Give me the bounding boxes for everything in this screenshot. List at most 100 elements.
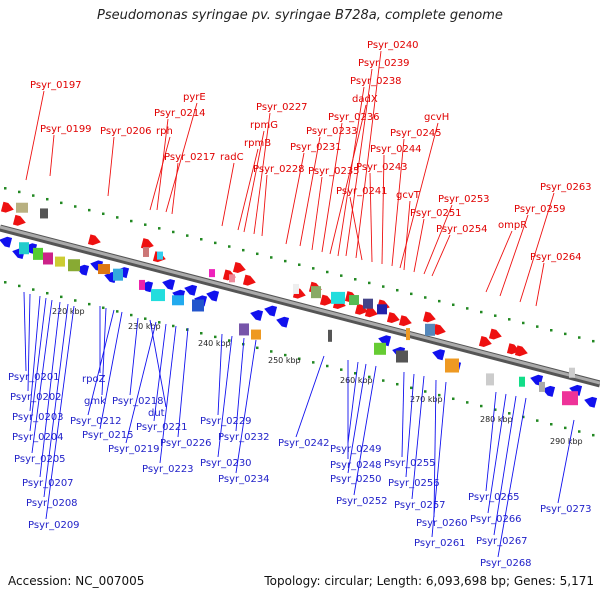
forward-gene-label: Psyr_0241: [336, 186, 388, 197]
track-dot: [592, 339, 595, 343]
forward-gene-label: Psyr_0199: [40, 124, 92, 135]
reverse-gene-label: rpoZ: [82, 374, 106, 385]
track-dot: [312, 267, 315, 270]
feature-box: [113, 268, 123, 281]
forward-gene-arrow: [12, 214, 26, 226]
forward-leader-line: [49, 134, 55, 177]
track-dot: [466, 307, 469, 310]
track-dot: [396, 382, 399, 386]
forward-gene-arrow: [354, 303, 368, 315]
forward-leader-line: [423, 204, 453, 275]
track-dot: [144, 223, 147, 226]
track-dot: [592, 433, 595, 437]
reverse-leader-line: [347, 361, 359, 444]
track-dot: [228, 339, 231, 342]
forward-gene-label: Psyr_0243: [356, 162, 408, 173]
feature-box: [569, 367, 575, 378]
track-dot: [144, 317, 147, 320]
track-dot: [298, 263, 301, 266]
reverse-gene-label: Psyr_0266: [470, 514, 522, 525]
reverse-gene-arrow: [542, 385, 556, 397]
feature-box: [43, 252, 53, 265]
feature-box: [239, 323, 249, 336]
forward-gene-label: Psyr_0228: [253, 164, 305, 175]
track-dot: [32, 194, 35, 197]
forward-gene-arrow: [478, 336, 492, 347]
reverse-gene-arrow: [584, 396, 598, 408]
feature-box: [172, 295, 184, 306]
feature-box: [374, 342, 386, 355]
forward-gene-label: Psyr_0244: [370, 144, 422, 155]
track-dot: [438, 393, 441, 397]
track-dot: [186, 328, 189, 331]
forward-gene-label: Psyr_0231: [290, 142, 342, 153]
track-dot: [382, 285, 385, 288]
feature-box: [425, 323, 435, 336]
forward-leader-line: [499, 214, 529, 297]
forward-gene-label: gcvH: [424, 112, 449, 123]
reverse-leader-line: [405, 373, 415, 478]
forward-leader-line: [311, 176, 323, 251]
reverse-leader-line: [557, 419, 575, 504]
reverse-gene-label: Psyr_0205: [14, 454, 66, 465]
track-dot: [508, 318, 511, 321]
feature-box: [139, 279, 145, 290]
track-dot: [284, 259, 287, 263]
reverse-gene-label: Psyr_0255: [384, 458, 436, 469]
track-dot: [46, 197, 49, 201]
forward-gene-label: Psyr_0253: [438, 194, 490, 205]
forward-gene-label: Psyr_0227: [256, 102, 308, 113]
track-dot: [102, 306, 105, 310]
track-dot: [508, 412, 511, 415]
forward-leader-line: [237, 148, 259, 231]
reverse-gene-label: Psyr_0250: [330, 474, 382, 485]
forward-leader-line: [381, 154, 385, 265]
track-dot: [102, 212, 105, 216]
feature-box: [562, 391, 578, 406]
reverse-leader-line: [235, 339, 257, 474]
scale-tick-label: 240 kbp: [198, 339, 231, 348]
forward-leader-line: [413, 218, 425, 273]
forward-gene-label: Psyr_0238: [350, 76, 402, 87]
forward-gene-label: rpmG: [250, 120, 278, 131]
forward-gene-label: Psyr_0259: [514, 204, 566, 215]
forward-gene-arrow: [432, 324, 446, 335]
track-dot: [494, 408, 497, 411]
forward-leader-line: [355, 50, 382, 259]
track-dot: [410, 292, 413, 296]
track-dot: [46, 291, 49, 295]
reverse-gene-label: Psyr_0202: [10, 392, 62, 403]
track-dot: [158, 227, 161, 230]
reverse-gene-arrow: [264, 305, 278, 317]
reverse-leader-line: [159, 325, 177, 464]
forward-leader-line: [321, 122, 343, 253]
track-dot: [214, 335, 217, 339]
forward-gene-arrow: [422, 311, 436, 323]
reverse-leader-line: [153, 323, 167, 422]
forward-gene-label: Psyr_0251: [410, 208, 462, 219]
feature-box: [486, 373, 494, 386]
track-dot: [4, 187, 7, 190]
track-dot: [172, 230, 175, 234]
track-dot: [550, 423, 553, 426]
feature-box: [539, 381, 545, 392]
reverse-gene-label: Psyr_0267: [476, 536, 528, 547]
reverse-leader-line: [487, 393, 507, 514]
forward-gene-label: radC: [220, 152, 244, 163]
scale-tick-label: 270 kbp: [410, 395, 443, 404]
reverse-gene-arrow: [250, 309, 264, 321]
reverse-leader-line: [29, 297, 47, 432]
forward-gene-label: Psyr_0254: [436, 224, 488, 235]
forward-gene-label: ompR: [498, 220, 527, 231]
track-dot: [228, 245, 231, 248]
reverse-leader-line: [45, 305, 75, 520]
track-dot: [424, 390, 427, 393]
track-dot: [214, 241, 217, 245]
track-dot: [480, 404, 483, 408]
reverse-leader-line: [497, 397, 527, 558]
reverse-gene-label: Psyr_0218: [112, 396, 164, 407]
forward-gene-arrow: [398, 315, 412, 327]
track-dot: [60, 201, 63, 205]
track-dot: [564, 426, 567, 430]
reverse-leader-line: [217, 335, 233, 458]
